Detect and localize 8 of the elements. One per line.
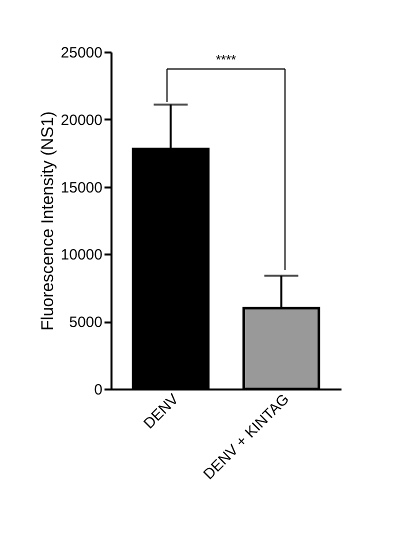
y-tick-label: 0	[94, 382, 102, 398]
y-tick-label: 15000	[60, 179, 102, 196]
y-tick-label: 25000	[60, 44, 102, 62]
y-tick-label: 5000	[69, 314, 102, 332]
y-tick-label: 10000	[60, 246, 102, 264]
y-axis-title: Fluorescence Intensity (NS1)	[38, 111, 57, 331]
y-tick-label: 20000	[60, 112, 102, 129]
annotation: ****	[216, 52, 236, 67]
